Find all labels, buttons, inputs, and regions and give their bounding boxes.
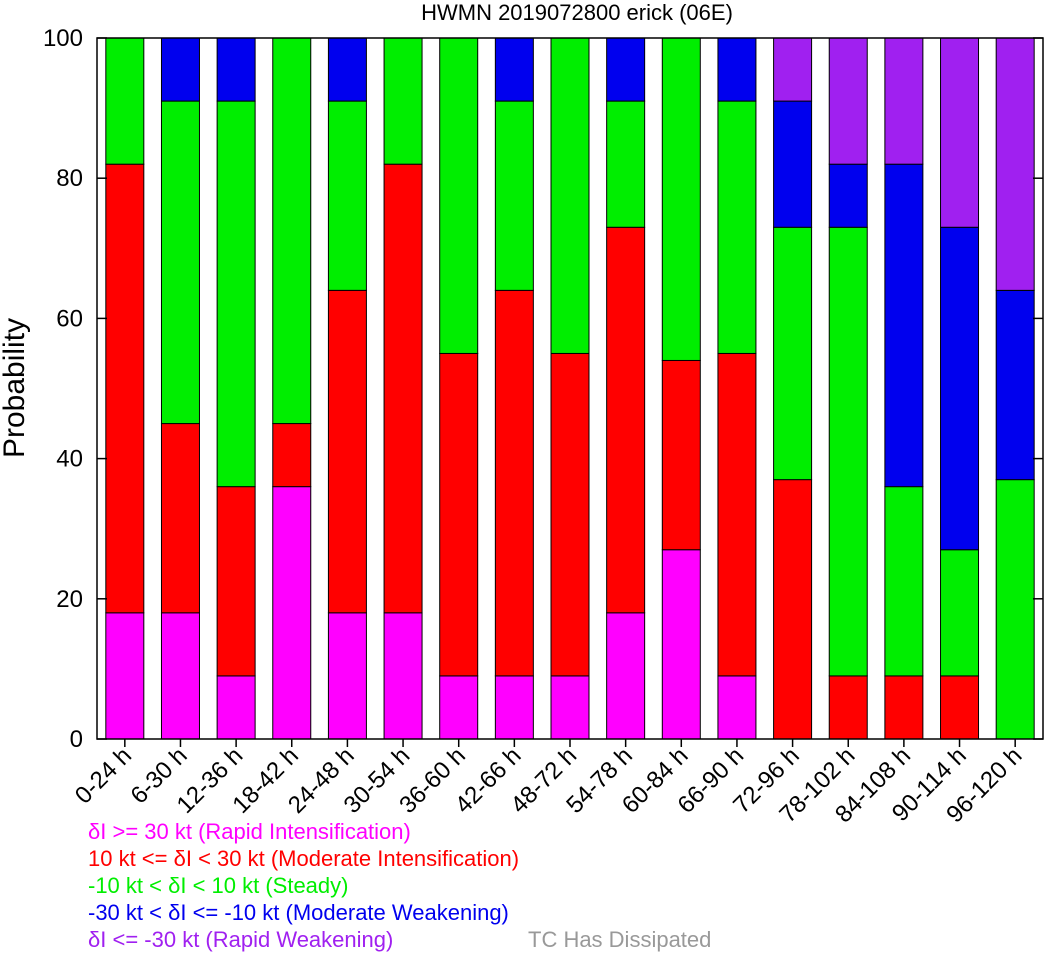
bar-segment xyxy=(940,675,980,740)
y-tick-label: 60 xyxy=(56,305,83,332)
bar-segment xyxy=(494,37,534,102)
y-tick-label: 80 xyxy=(56,165,83,192)
bar-segment xyxy=(661,549,701,740)
bar-segment xyxy=(216,486,256,677)
bar-segment xyxy=(216,675,256,740)
bar-segment xyxy=(606,37,646,102)
bar-segment xyxy=(383,163,423,614)
bar-segment xyxy=(606,612,646,740)
bar-segment xyxy=(383,612,423,740)
bar-segment xyxy=(995,37,1035,291)
bar-segment xyxy=(272,423,312,488)
y-tick-label: 100 xyxy=(43,25,83,52)
x-axis: 0-24 h6-30 h12-36 h18-42 h24-48 h30-54 h… xyxy=(70,739,1027,828)
legend-item-rapid-weakening: δI <= -30 kt (Rapid Weakening) xyxy=(88,927,394,952)
bar-segment xyxy=(884,163,924,488)
bar-segment xyxy=(105,612,145,740)
bar-segment xyxy=(717,675,757,740)
bar-segment xyxy=(995,289,1035,481)
bar-segment xyxy=(773,100,813,228)
legend-item-moderate-intensification: 10 kt <= δI < 30 kt (Moderate Intensific… xyxy=(88,846,520,871)
bar-segment xyxy=(550,675,590,740)
bar-segment xyxy=(105,163,145,614)
bar-segment xyxy=(884,486,924,677)
bar-segment xyxy=(494,675,534,740)
bars-group xyxy=(105,37,1035,740)
bar-segment xyxy=(327,612,367,740)
y-tick-label: 40 xyxy=(56,446,83,473)
bar-segment xyxy=(383,37,423,165)
bar-segment xyxy=(606,100,646,228)
bar-segment xyxy=(160,100,200,425)
chart-title: HWMN 2019072800 erick (06E) xyxy=(421,0,733,25)
y-axis-label: Probability xyxy=(0,318,31,458)
bar-segment xyxy=(828,675,868,740)
legend-item-steady: -10 kt < δI < 10 kt (Steady) xyxy=(88,873,349,898)
legend: δI >= 30 kt (Rapid Intensification) 10 k… xyxy=(88,818,519,953)
bar-segment xyxy=(550,37,590,354)
bar-segment xyxy=(160,612,200,740)
bar-segment xyxy=(105,37,145,165)
bar-segment xyxy=(216,100,256,488)
bar-segment xyxy=(940,549,980,677)
bar-segment xyxy=(327,289,367,614)
bar-segment xyxy=(439,352,479,677)
bar-segment xyxy=(884,37,924,165)
bar-segment xyxy=(327,37,367,102)
y-tick-label: 0 xyxy=(70,726,83,753)
bar-segment xyxy=(494,100,534,291)
bar-segment xyxy=(661,359,701,551)
bar-segment xyxy=(773,226,813,481)
bar-segment xyxy=(828,37,868,165)
bar-segment xyxy=(661,37,701,361)
bar-segment xyxy=(884,675,924,740)
bar-segment xyxy=(828,226,868,677)
legend-item-moderate-weakening: -30 kt < δI <= -10 kt (Moderate Weakenin… xyxy=(88,900,509,925)
legend-item-rapid-intensification: δI >= 30 kt (Rapid Intensification) xyxy=(88,819,411,844)
bar-segment xyxy=(717,100,757,354)
bar-segment xyxy=(439,37,479,354)
bar-segment xyxy=(216,37,256,102)
bar-segment xyxy=(773,479,813,740)
bar-segment xyxy=(160,423,200,614)
bar-segment xyxy=(494,289,534,677)
bar-segment xyxy=(272,37,312,425)
bar-segment xyxy=(160,37,200,102)
bar-segment xyxy=(327,100,367,291)
dissipated-note: TC Has Dissipated xyxy=(528,927,712,952)
bar-segment xyxy=(550,352,590,677)
bar-segment xyxy=(773,37,813,102)
bar-segment xyxy=(272,486,312,740)
bar-segment xyxy=(717,37,757,102)
bar-segment xyxy=(606,226,646,614)
bar-segment xyxy=(717,352,757,677)
y-axis: 0 20 40 60 80 100 xyxy=(43,25,1043,753)
bar-segment xyxy=(439,675,479,740)
y-tick-label: 20 xyxy=(56,586,83,613)
bar-segment xyxy=(995,479,1035,740)
bar-segment xyxy=(828,163,868,228)
bar-segment xyxy=(940,37,980,228)
bar-segment xyxy=(940,226,980,551)
